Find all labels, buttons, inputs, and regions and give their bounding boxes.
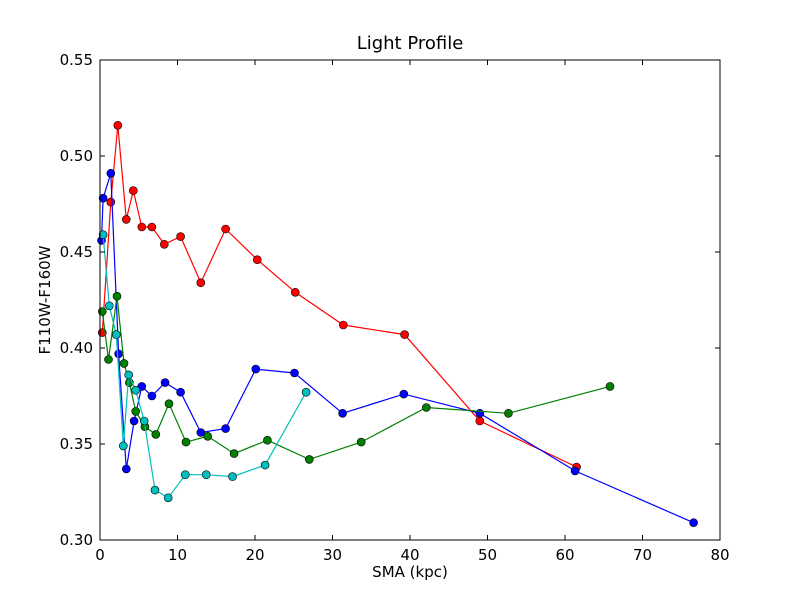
data-point bbox=[221, 224, 230, 234]
data-point bbox=[181, 470, 190, 480]
data-point bbox=[221, 424, 230, 433]
y-tick-label: 0.30 bbox=[60, 531, 93, 549]
data-point bbox=[290, 287, 300, 297]
data-point bbox=[164, 399, 174, 409]
x-tick-label: 10 bbox=[168, 546, 187, 564]
data-point bbox=[147, 222, 157, 232]
data-point bbox=[181, 437, 191, 447]
data-point bbox=[290, 368, 299, 378]
y-tick-label: 0.55 bbox=[60, 51, 93, 69]
x-tick-label: 80 bbox=[710, 546, 729, 564]
data-point bbox=[160, 240, 169, 249]
data-point bbox=[163, 493, 173, 503]
data-point bbox=[113, 121, 123, 130]
plot-area-frame bbox=[99, 59, 721, 541]
data-point bbox=[114, 349, 123, 359]
y-tick-label: 0.35 bbox=[60, 435, 93, 453]
data-point bbox=[124, 370, 133, 380]
x-tick-label: 60 bbox=[555, 546, 574, 564]
chart-title: Light Profile bbox=[357, 33, 464, 54]
x-tick-label: 30 bbox=[323, 546, 342, 564]
y-tick-label: 0.40 bbox=[60, 339, 93, 357]
series-2 bbox=[98, 291, 615, 464]
y-tick-label: 0.50 bbox=[60, 147, 93, 165]
data-point bbox=[112, 291, 122, 301]
data-point bbox=[301, 387, 311, 397]
data-point bbox=[228, 472, 237, 481]
y-tick-label: 0.45 bbox=[60, 243, 93, 261]
data-point bbox=[400, 330, 409, 339]
data-point bbox=[504, 408, 513, 418]
data-point bbox=[338, 408, 347, 418]
data-point bbox=[131, 407, 140, 416]
series-0 bbox=[98, 121, 581, 472]
x-tick-label: 50 bbox=[478, 546, 497, 564]
data-point bbox=[150, 485, 160, 495]
y-axis-label: F110W-F160W bbox=[36, 245, 54, 354]
data-point bbox=[122, 215, 131, 224]
data-point bbox=[112, 330, 121, 339]
data-point bbox=[137, 222, 147, 232]
data-point bbox=[252, 255, 262, 265]
data-point bbox=[689, 518, 698, 528]
data-point bbox=[160, 378, 170, 387]
data-point bbox=[399, 389, 409, 399]
data-point bbox=[251, 364, 261, 374]
x-tick-label: 40 bbox=[400, 546, 419, 564]
data-point bbox=[104, 355, 113, 364]
data-point bbox=[98, 193, 108, 203]
data-point bbox=[201, 470, 211, 480]
series-line bbox=[101, 296, 611, 461]
data-point bbox=[475, 416, 485, 426]
series-1 bbox=[97, 169, 698, 528]
data-point bbox=[176, 232, 185, 241]
series-layer bbox=[97, 121, 698, 528]
data-point bbox=[122, 464, 131, 474]
x-axis-label: SMA (kpc) bbox=[372, 563, 448, 581]
data-point bbox=[176, 387, 185, 397]
data-point bbox=[119, 441, 128, 451]
data-point bbox=[263, 435, 272, 445]
data-point bbox=[203, 431, 212, 441]
data-point bbox=[151, 430, 161, 439]
data-point bbox=[105, 301, 114, 311]
data-point bbox=[98, 230, 108, 239]
data-point bbox=[196, 278, 206, 288]
data-point bbox=[106, 169, 116, 178]
data-point bbox=[129, 416, 139, 426]
data-point bbox=[356, 437, 366, 447]
data-point bbox=[119, 359, 129, 368]
data-point bbox=[260, 460, 270, 470]
data-point bbox=[605, 382, 615, 391]
x-tick-label: 20 bbox=[245, 546, 264, 564]
data-point bbox=[137, 382, 147, 391]
data-point bbox=[304, 455, 314, 464]
data-point bbox=[129, 186, 138, 195]
data-point bbox=[338, 320, 348, 330]
data-point bbox=[131, 385, 140, 395]
x-tick-label: 70 bbox=[633, 546, 652, 564]
x-tick-label: 0 bbox=[95, 546, 105, 564]
data-point bbox=[196, 428, 206, 437]
data-point bbox=[229, 449, 239, 458]
data-point bbox=[570, 466, 580, 476]
data-point bbox=[139, 416, 149, 426]
series-line bbox=[102, 234, 307, 499]
ticks-layer: 0 10 20 30 40 50 60 70 80 0.30 0.35 0.40 0.45 0.50 0.5… bbox=[60, 51, 730, 564]
data-point bbox=[147, 391, 157, 401]
data-point bbox=[106, 197, 116, 207]
series-3 bbox=[98, 230, 311, 503]
data-point bbox=[421, 403, 431, 412]
